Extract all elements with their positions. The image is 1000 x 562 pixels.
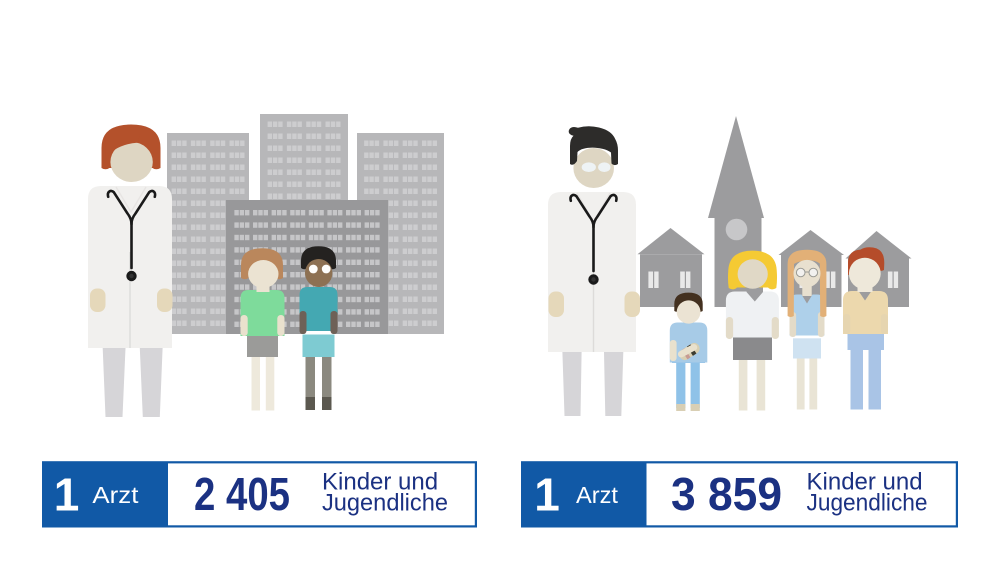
- svg-text:1: 1: [54, 469, 80, 521]
- svg-text:Jugendliche: Jugendliche: [807, 490, 928, 517]
- svg-text:Jugendliche: Jugendliche: [322, 490, 448, 517]
- svg-text:2 405: 2 405: [194, 468, 290, 520]
- svg-text:1: 1: [534, 469, 560, 521]
- svg-text:3 859: 3 859: [671, 468, 782, 520]
- svg-text:Kinder und: Kinder und: [807, 468, 923, 495]
- svg-text:Arzt: Arzt: [92, 482, 139, 508]
- svg-text:Kinder und: Kinder und: [322, 468, 438, 495]
- svg-text:Arzt: Arzt: [576, 482, 619, 508]
